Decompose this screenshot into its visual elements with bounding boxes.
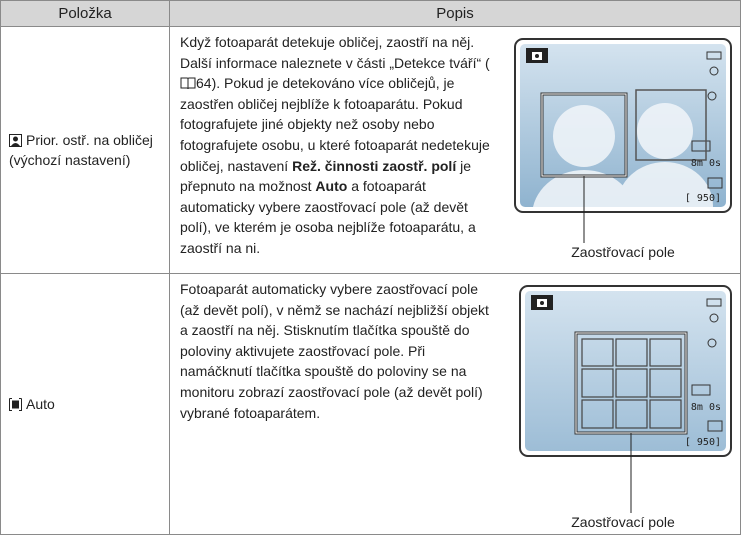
af-icon <box>9 398 22 411</box>
description-text: Fotoaparát automaticky vybere zaostřovac… <box>180 281 489 421</box>
item-cell: Prior. ostř. na obličej (výchozí nastave… <box>0 26 170 274</box>
description-text: a fotoaparát automaticky vybere zaostřov… <box>180 178 476 256</box>
description-text: Když fotoaparát detekuje obličej, zaostř… <box>180 34 490 71</box>
screen-text: 8m 0s <box>691 158 721 169</box>
description-text: 64). Pokud je detekováno více obličejů, … <box>180 75 490 174</box>
row: Auto <box>0 273 741 535</box>
header-cell: Položka <box>0 0 170 27</box>
caption: Zaostřovací pole <box>571 514 675 530</box>
screen-text: [ 950] <box>685 437 721 448</box>
screen-text: [ 950] <box>685 193 721 204</box>
description-bold: Rež. činnosti zaostř. polí <box>292 157 457 174</box>
figure: 8m 0s [ 950] Zaostřovací pole <box>512 38 734 261</box>
description-text: je přepnuto na možnost <box>180 157 472 195</box>
description-bold: Auto <box>315 178 348 195</box>
item-text: Prior. ostř. na obličej (výchozí nastave… <box>9 132 153 168</box>
screen-text: 8m 0s <box>691 402 721 413</box>
description-cell: 8m 0s [ 950] Zaostřovací pole Když fotoa… <box>169 26 741 274</box>
book-icon <box>180 77 196 90</box>
figure: 8m 0s [ 950] Zaostřovací pole <box>512 285 734 531</box>
caption: Zaostřovací pole <box>571 244 675 260</box>
item-text: Auto <box>26 396 55 412</box>
face-priority-icon <box>9 134 22 147</box>
camera-screen: 8m 0s [ 950] <box>519 285 732 513</box>
row: Prior. ostř. na obličej (výchozí nastave… <box>0 26 741 274</box>
description-cell: 8m 0s [ 950] Zaostřovací pole Fotoaparát… <box>169 273 741 535</box>
camera-screen: 8m 0s [ 950] <box>514 38 732 243</box>
header-cell: Popis <box>169 0 741 27</box>
item-cell: Auto <box>0 273 170 535</box>
header-row: Položka Popis <box>0 0 741 27</box>
